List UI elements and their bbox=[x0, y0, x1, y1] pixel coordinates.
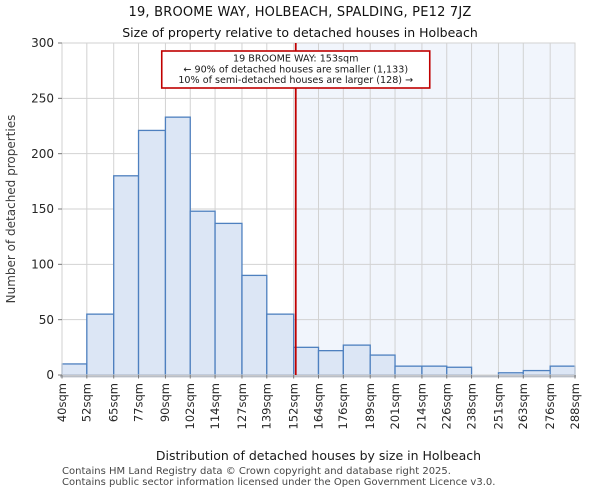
attribution-line-2: Contains public sector information licen… bbox=[62, 476, 496, 488]
x-tick-label: 176sqm bbox=[336, 383, 350, 429]
x-tick-label: 102sqm bbox=[183, 383, 197, 429]
histogram-bar bbox=[549, 365, 576, 376]
x-tick-label: 288sqm bbox=[568, 383, 582, 429]
x-tick-label: 276sqm bbox=[543, 383, 557, 429]
histogram-bar bbox=[241, 274, 268, 376]
histogram-bar bbox=[164, 116, 191, 376]
x-tick-label: 201sqm bbox=[388, 383, 402, 429]
y-tick-label: 300 bbox=[31, 36, 54, 50]
y-tick-label: 150 bbox=[31, 202, 54, 216]
histogram-bar bbox=[522, 369, 551, 376]
x-tick-label: 214sqm bbox=[415, 383, 429, 429]
x-tick-label: 189sqm bbox=[363, 383, 377, 429]
histogram-bar bbox=[342, 344, 371, 376]
histogram-bar bbox=[421, 365, 448, 376]
annotation-line-2: ← 90% of detached houses are smaller (1,… bbox=[183, 64, 408, 75]
histogram-bar bbox=[266, 313, 295, 376]
attribution-footer: Contains HM Land Registry data © Crown c… bbox=[62, 466, 592, 488]
x-tick-label: 65sqm bbox=[107, 383, 121, 422]
y-tick-label: 50 bbox=[39, 313, 54, 327]
x-tick-label: 127sqm bbox=[235, 383, 249, 429]
x-axis-title: Distribution of detached houses by size … bbox=[155, 448, 482, 463]
histogram-bar bbox=[317, 350, 344, 376]
x-tick-label: 164sqm bbox=[311, 383, 325, 429]
x-tick-label: 40sqm bbox=[55, 383, 69, 422]
attribution-line-1: Contains HM Land Registry data © Crown c… bbox=[62, 466, 451, 477]
histogram-chart: 0 50 100 150 200 250 300 40sqm 52sqm 65sqm 77sqm 90… bbox=[31, 36, 582, 429]
y-tick-label: 200 bbox=[31, 147, 54, 161]
histogram-bar bbox=[214, 222, 243, 376]
y-tick-label: 250 bbox=[31, 92, 54, 106]
y-tick-label: 100 bbox=[31, 258, 54, 272]
x-tick-label: 77sqm bbox=[131, 383, 145, 422]
histogram-bar bbox=[61, 363, 88, 376]
annotation-line-1: 19 BROOME WAY: 153sqm bbox=[233, 54, 358, 65]
x-tick-label: 139sqm bbox=[260, 383, 274, 429]
x-tick-label: 226sqm bbox=[440, 383, 454, 429]
histogram-bar bbox=[137, 129, 167, 376]
x-tick-label: 152sqm bbox=[286, 383, 300, 429]
histogram-bar bbox=[189, 210, 216, 376]
histogram-bar bbox=[86, 313, 115, 376]
histogram-bar bbox=[446, 366, 473, 376]
y-tick-label: 0 bbox=[46, 368, 54, 382]
histogram-bar bbox=[394, 365, 423, 376]
histogram-bar bbox=[369, 354, 396, 376]
histogram-bar bbox=[113, 175, 140, 376]
chart-title: 19, BROOME WAY, HOLBEACH, SPALDING, PE12… bbox=[128, 5, 472, 20]
x-tick-label: 114sqm bbox=[208, 383, 222, 429]
x-tick-label: 251sqm bbox=[491, 383, 505, 429]
x-tick-label: 52sqm bbox=[80, 383, 94, 422]
x-tick-label: 238sqm bbox=[464, 383, 478, 429]
histogram-bar bbox=[293, 346, 320, 376]
x-tick-label: 263sqm bbox=[516, 383, 530, 429]
y-axis-title: Number of detached properties bbox=[4, 114, 18, 304]
annotation-box bbox=[160, 50, 431, 89]
chart-subtitle: Size of property relative to detached ho… bbox=[122, 25, 478, 40]
annotation-line-3: 10% of semi-detached houses are larger (… bbox=[178, 75, 413, 86]
x-tick-label: 90sqm bbox=[158, 383, 172, 422]
